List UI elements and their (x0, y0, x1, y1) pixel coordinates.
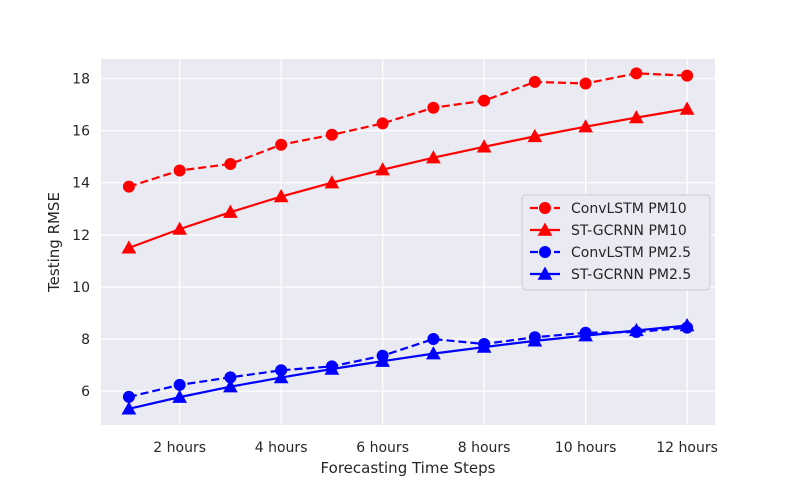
tick-labels: 2 hours 4 hours 6 hours 8 hours 10 hours 12 h… (72, 72, 718, 456)
data-point (376, 117, 389, 130)
x-tick-label: 10 hours (555, 440, 617, 456)
y-tick-label: 6 (81, 384, 90, 400)
data-point (325, 128, 338, 141)
data-point (223, 204, 238, 218)
legend-marker (539, 246, 551, 258)
legend-marker (537, 266, 553, 280)
x-axis-label: Forecasting Time Steps (321, 459, 496, 477)
data-point (476, 339, 492, 353)
data-point (426, 346, 441, 360)
y-axis-label: Testing RMSE (45, 192, 63, 293)
data-point (527, 128, 543, 143)
y-tick-label: 10 (72, 280, 90, 296)
legend-label: ConvLSTM PM2.5 (571, 245, 691, 261)
series-line (128, 72, 688, 188)
data-point (173, 378, 186, 391)
data-point (679, 317, 695, 332)
data-point (122, 390, 135, 403)
y-tick-label: 18 (72, 72, 90, 88)
legend-item: ST-GCRNN PM2.5 (530, 266, 691, 283)
data-point (324, 361, 340, 375)
x-tick-label: 4 hours (255, 440, 308, 456)
data-point (679, 101, 695, 115)
legend: ConvLSTM PM10 ST-GCRNN PM10 ConvLSTM PM2.5… (521, 194, 711, 291)
y-tick-label: 12 (72, 228, 90, 244)
x-tick-label: 12 hours (656, 440, 718, 456)
series-0 (122, 67, 694, 193)
data-point (527, 333, 543, 347)
data-point (478, 94, 491, 107)
legend-item: ST-GCRNN PM10 (530, 222, 687, 239)
series-layer (121, 67, 695, 415)
data-point (121, 240, 137, 254)
legend-label: ConvLSTM PM10 (571, 201, 687, 217)
series-1 (121, 101, 695, 254)
series-3 (121, 317, 695, 415)
data-point (273, 370, 289, 384)
data-point (173, 164, 186, 177)
y-tick-label: 16 (72, 124, 90, 140)
data-point (122, 180, 135, 193)
data-point (681, 69, 694, 82)
series-line (128, 326, 688, 398)
data-point (275, 138, 288, 151)
legend-label: ST-GCRNN PM10 (571, 223, 687, 239)
data-point (172, 389, 188, 403)
legend-label: ST-GCRNN PM2.5 (571, 267, 691, 283)
data-point (628, 322, 644, 337)
data-point (476, 139, 492, 153)
x-tick-label: 2 hours (153, 440, 206, 456)
data-point (579, 77, 592, 90)
data-point (224, 157, 237, 170)
data-point (578, 328, 593, 342)
x-tick-label: 6 hours (356, 440, 409, 456)
data-point (427, 333, 440, 346)
data-point (426, 150, 441, 164)
data-point (628, 110, 644, 124)
data-point (375, 353, 390, 367)
data-point (223, 379, 238, 393)
legend-box (521, 194, 711, 291)
data-point (528, 75, 541, 88)
data-point (427, 101, 440, 114)
y-tick-label: 8 (81, 332, 90, 348)
data-point (324, 175, 340, 189)
data-point (273, 189, 289, 203)
data-point (578, 119, 593, 133)
y-tick-label: 14 (72, 176, 90, 192)
legend-marker (539, 202, 551, 214)
data-point (375, 162, 390, 176)
legend-item: ConvLSTM PM10 (530, 201, 687, 217)
x-tick-label: 8 hours (458, 440, 511, 456)
data-point (630, 67, 643, 80)
series-line (128, 107, 688, 249)
legend-marker (537, 222, 553, 236)
series-line (128, 324, 688, 410)
legend-item: ConvLSTM PM2.5 (530, 245, 691, 261)
data-point (121, 401, 137, 415)
data-point (172, 221, 188, 235)
